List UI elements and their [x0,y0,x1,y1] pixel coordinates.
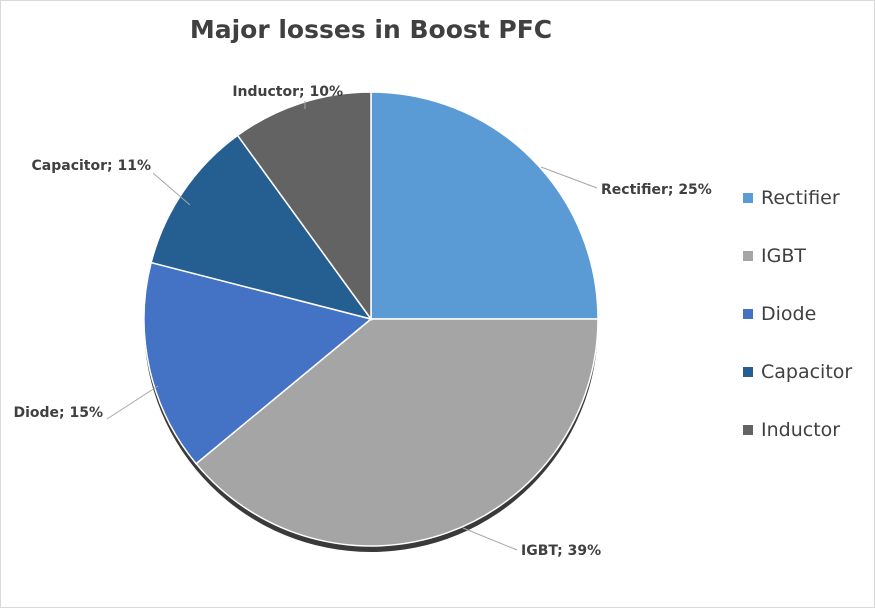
data-label-capacitor: Capacitor; 11% [32,158,152,174]
chart-title: Major losses in Boost PFC [189,15,553,44]
legend-item-rectifier: Rectifier [743,183,852,212]
leader-line-rectifier [540,166,598,189]
pie-slice-rectifier [370,91,599,320]
pie-slice-inductor [236,91,372,322]
legend-swatch-inductor [743,424,753,435]
legend-item-capacitor: Capacitor [743,357,852,386]
legend-item-diode: Diode [743,299,852,328]
data-label-rectifier: Rectifier; 25% [601,182,712,198]
pie-slice-capacitor [150,134,373,321]
leader-line-diode [106,385,159,420]
pie-slice-diode [143,261,373,465]
legend-label-inductor: Inductor [761,418,841,441]
legend-item-igbt: IGBT [743,241,852,270]
legend-swatch-rectifier [743,192,753,203]
legend-swatch-diode [743,308,753,319]
legend-label-rectifier: Rectifier [761,186,840,209]
legend-swatch-capacitor [743,366,753,377]
leader-line-capacitor [152,172,191,206]
legend-label-capacitor: Capacitor [761,360,853,383]
data-label-inductor: Inductor; 10% [232,84,343,100]
legend: Rectifier IGBT Diode Capacitor Inductor [743,183,852,473]
legend-label-igbt: IGBT [761,244,806,267]
data-label-igbt: IGBT; 39% [521,543,601,559]
legend-swatch-igbt [743,250,753,261]
legend-item-inductor: Inductor [743,415,852,444]
pie-chart: Rectifier; 25% IGBT; 39% Diode; 15% Capacit… [13,84,712,559]
leader-line-igbt [462,527,518,551]
data-label-diode: Diode; 15% [13,405,103,421]
legend-label-diode: Diode [761,302,817,325]
pie-slice-igbt [195,318,599,547]
